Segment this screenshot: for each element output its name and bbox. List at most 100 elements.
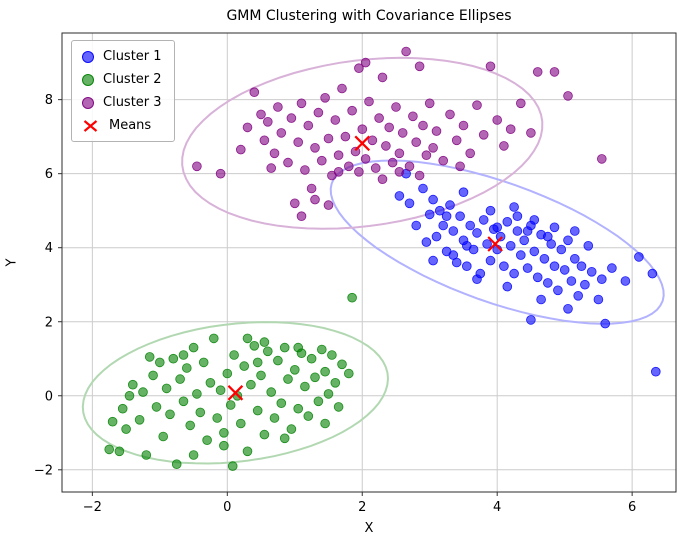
data-point: [107, 416, 118, 427]
data-point: [259, 429, 270, 440]
data-point: [509, 268, 519, 279]
points-cluster-2: [104, 292, 357, 471]
data-point: [391, 102, 401, 112]
data-point: [289, 364, 300, 375]
covariance-ellipse-cluster-3: [181, 56, 544, 230]
data-point: [563, 91, 573, 101]
data-point: [286, 113, 297, 123]
data-point: [411, 137, 422, 148]
data-point: [438, 220, 449, 231]
data-point: [515, 250, 526, 260]
x-tick-label: 0: [223, 500, 231, 515]
points-cluster-1: [394, 168, 661, 377]
y-tick-label: 4: [45, 241, 53, 256]
data-point: [519, 235, 529, 246]
data-point: [249, 87, 260, 97]
data-point: [620, 276, 631, 286]
data-point: [229, 350, 239, 360]
data-point: [549, 67, 560, 77]
mean-x-marker: [354, 135, 371, 152]
data-point: [596, 274, 607, 285]
data-point: [256, 370, 266, 381]
data-point: [563, 235, 573, 246]
data-point: [364, 96, 374, 107]
data-point: [455, 211, 465, 222]
data-point: [465, 148, 476, 159]
y-tick-label: 6: [45, 167, 53, 182]
points-cluster-3: [192, 46, 607, 222]
data-point: [573, 290, 583, 301]
data-point: [330, 115, 341, 125]
data-point: [512, 211, 523, 222]
data-point: [323, 389, 334, 399]
data-point: [347, 292, 357, 303]
data-point: [337, 83, 347, 94]
data-point: [495, 231, 506, 242]
data-point: [209, 333, 219, 344]
data-point: [279, 342, 290, 353]
data-point: [128, 379, 138, 390]
data-point: [478, 130, 489, 140]
data-point: [330, 377, 341, 388]
data-point: [411, 220, 422, 231]
data-point: [536, 294, 546, 305]
data-point: [455, 161, 465, 172]
data-point: [563, 303, 573, 314]
data-point: [182, 363, 192, 373]
data-point: [549, 261, 560, 272]
data-point: [306, 353, 317, 364]
x-axis-label: X: [364, 521, 374, 536]
data-point: [499, 141, 509, 151]
data-point: [492, 115, 503, 125]
y-tick-label: 2: [45, 315, 53, 330]
data-point: [148, 370, 158, 381]
data-point: [178, 396, 189, 407]
data-point: [165, 409, 175, 420]
data-point: [424, 209, 435, 220]
data-point: [168, 353, 179, 364]
data-point: [259, 135, 270, 146]
data-point: [549, 222, 560, 233]
data-point: [155, 357, 165, 368]
data-point: [448, 226, 459, 236]
data-point: [499, 261, 509, 272]
data-point: [424, 98, 435, 109]
data-point: [212, 413, 223, 423]
data-point: [276, 398, 287, 409]
data-point: [252, 405, 263, 416]
data-point: [306, 183, 317, 194]
x-tick-label: −2: [83, 500, 102, 515]
data-point: [532, 272, 543, 283]
data-point: [367, 135, 378, 146]
data-point: [269, 413, 280, 423]
data-point: [354, 167, 364, 177]
data-point: [313, 107, 324, 118]
data-point: [502, 281, 513, 292]
data-point: [316, 155, 327, 166]
data-point: [434, 205, 445, 216]
data-point: [370, 163, 381, 173]
data-point: [242, 333, 253, 344]
data-point: [414, 61, 425, 72]
data-point: [532, 67, 543, 77]
data-point: [283, 157, 293, 168]
cluster-2-marker-icon: [82, 73, 94, 86]
data-point: [387, 157, 398, 168]
data-point: [522, 263, 533, 273]
data-point: [360, 57, 371, 68]
data-point: [256, 109, 266, 120]
data-point: [151, 402, 162, 412]
data-point: [104, 444, 114, 455]
data-point: [428, 255, 438, 266]
data-point: [246, 379, 256, 390]
data-point: [451, 135, 462, 146]
data-point: [337, 359, 347, 370]
data-point: [310, 194, 320, 205]
data-point: [377, 174, 388, 185]
data-point: [303, 411, 314, 421]
data-point: [333, 150, 344, 161]
data-point: [509, 202, 519, 212]
data-point: [343, 161, 354, 172]
data-point: [171, 459, 182, 470]
